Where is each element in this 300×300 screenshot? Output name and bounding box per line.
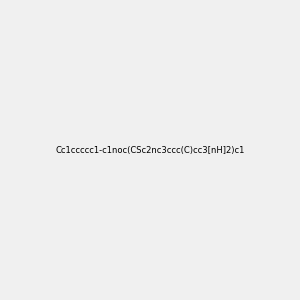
Text: Cc1ccccc1-c1noc(CSc2nc3ccc(C)cc3[nH]2)c1: Cc1ccccc1-c1noc(CSc2nc3ccc(C)cc3[nH]2)c1 — [55, 146, 245, 154]
